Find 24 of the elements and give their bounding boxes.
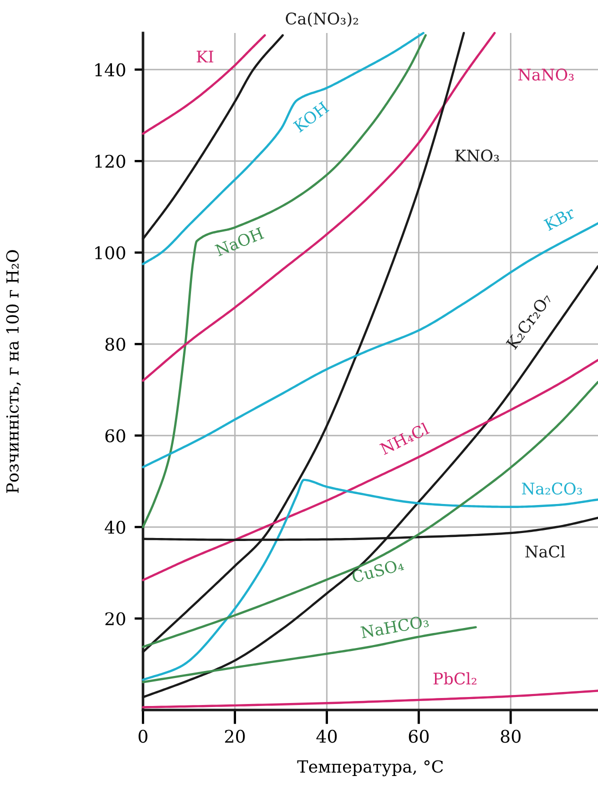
text: NaNO₃ (518, 68, 574, 81)
series-label: Ca(NO₃)₂ (286, 12, 358, 27)
text: KBr (544, 206, 576, 231)
text: NaHCO₃ (360, 614, 430, 638)
y-tick-label: 20 (105, 612, 126, 626)
x-tick-label: 60 (408, 730, 429, 743)
y-tick-label: 60 (105, 429, 126, 442)
text: CuSO₄ (351, 558, 404, 584)
y-tick-label: 100 (95, 246, 126, 260)
y-tick-label: 40 (104, 520, 126, 534)
series-label: Na₂CO₃ (522, 482, 582, 495)
y-tick-label: 120 (95, 154, 126, 168)
series-label: KI (196, 50, 214, 62)
x-tick-label: 40 (316, 730, 337, 743)
y-tick-label: 140 (95, 63, 126, 76)
y-axis-title: Розчинність, г на 100 г H₂O (6, 250, 21, 493)
series-label: KNO₃ (455, 150, 499, 162)
series-label: NaCl (525, 545, 565, 558)
x-tick-label: 80 (500, 730, 521, 743)
series-label: PbCl₂ (434, 672, 476, 685)
x-tick-label: 20 (225, 730, 245, 743)
y-tick-label: 80 (105, 338, 126, 351)
x-axis-title: Температура, °C (297, 760, 443, 776)
x-tick-label: 0 (138, 730, 148, 743)
